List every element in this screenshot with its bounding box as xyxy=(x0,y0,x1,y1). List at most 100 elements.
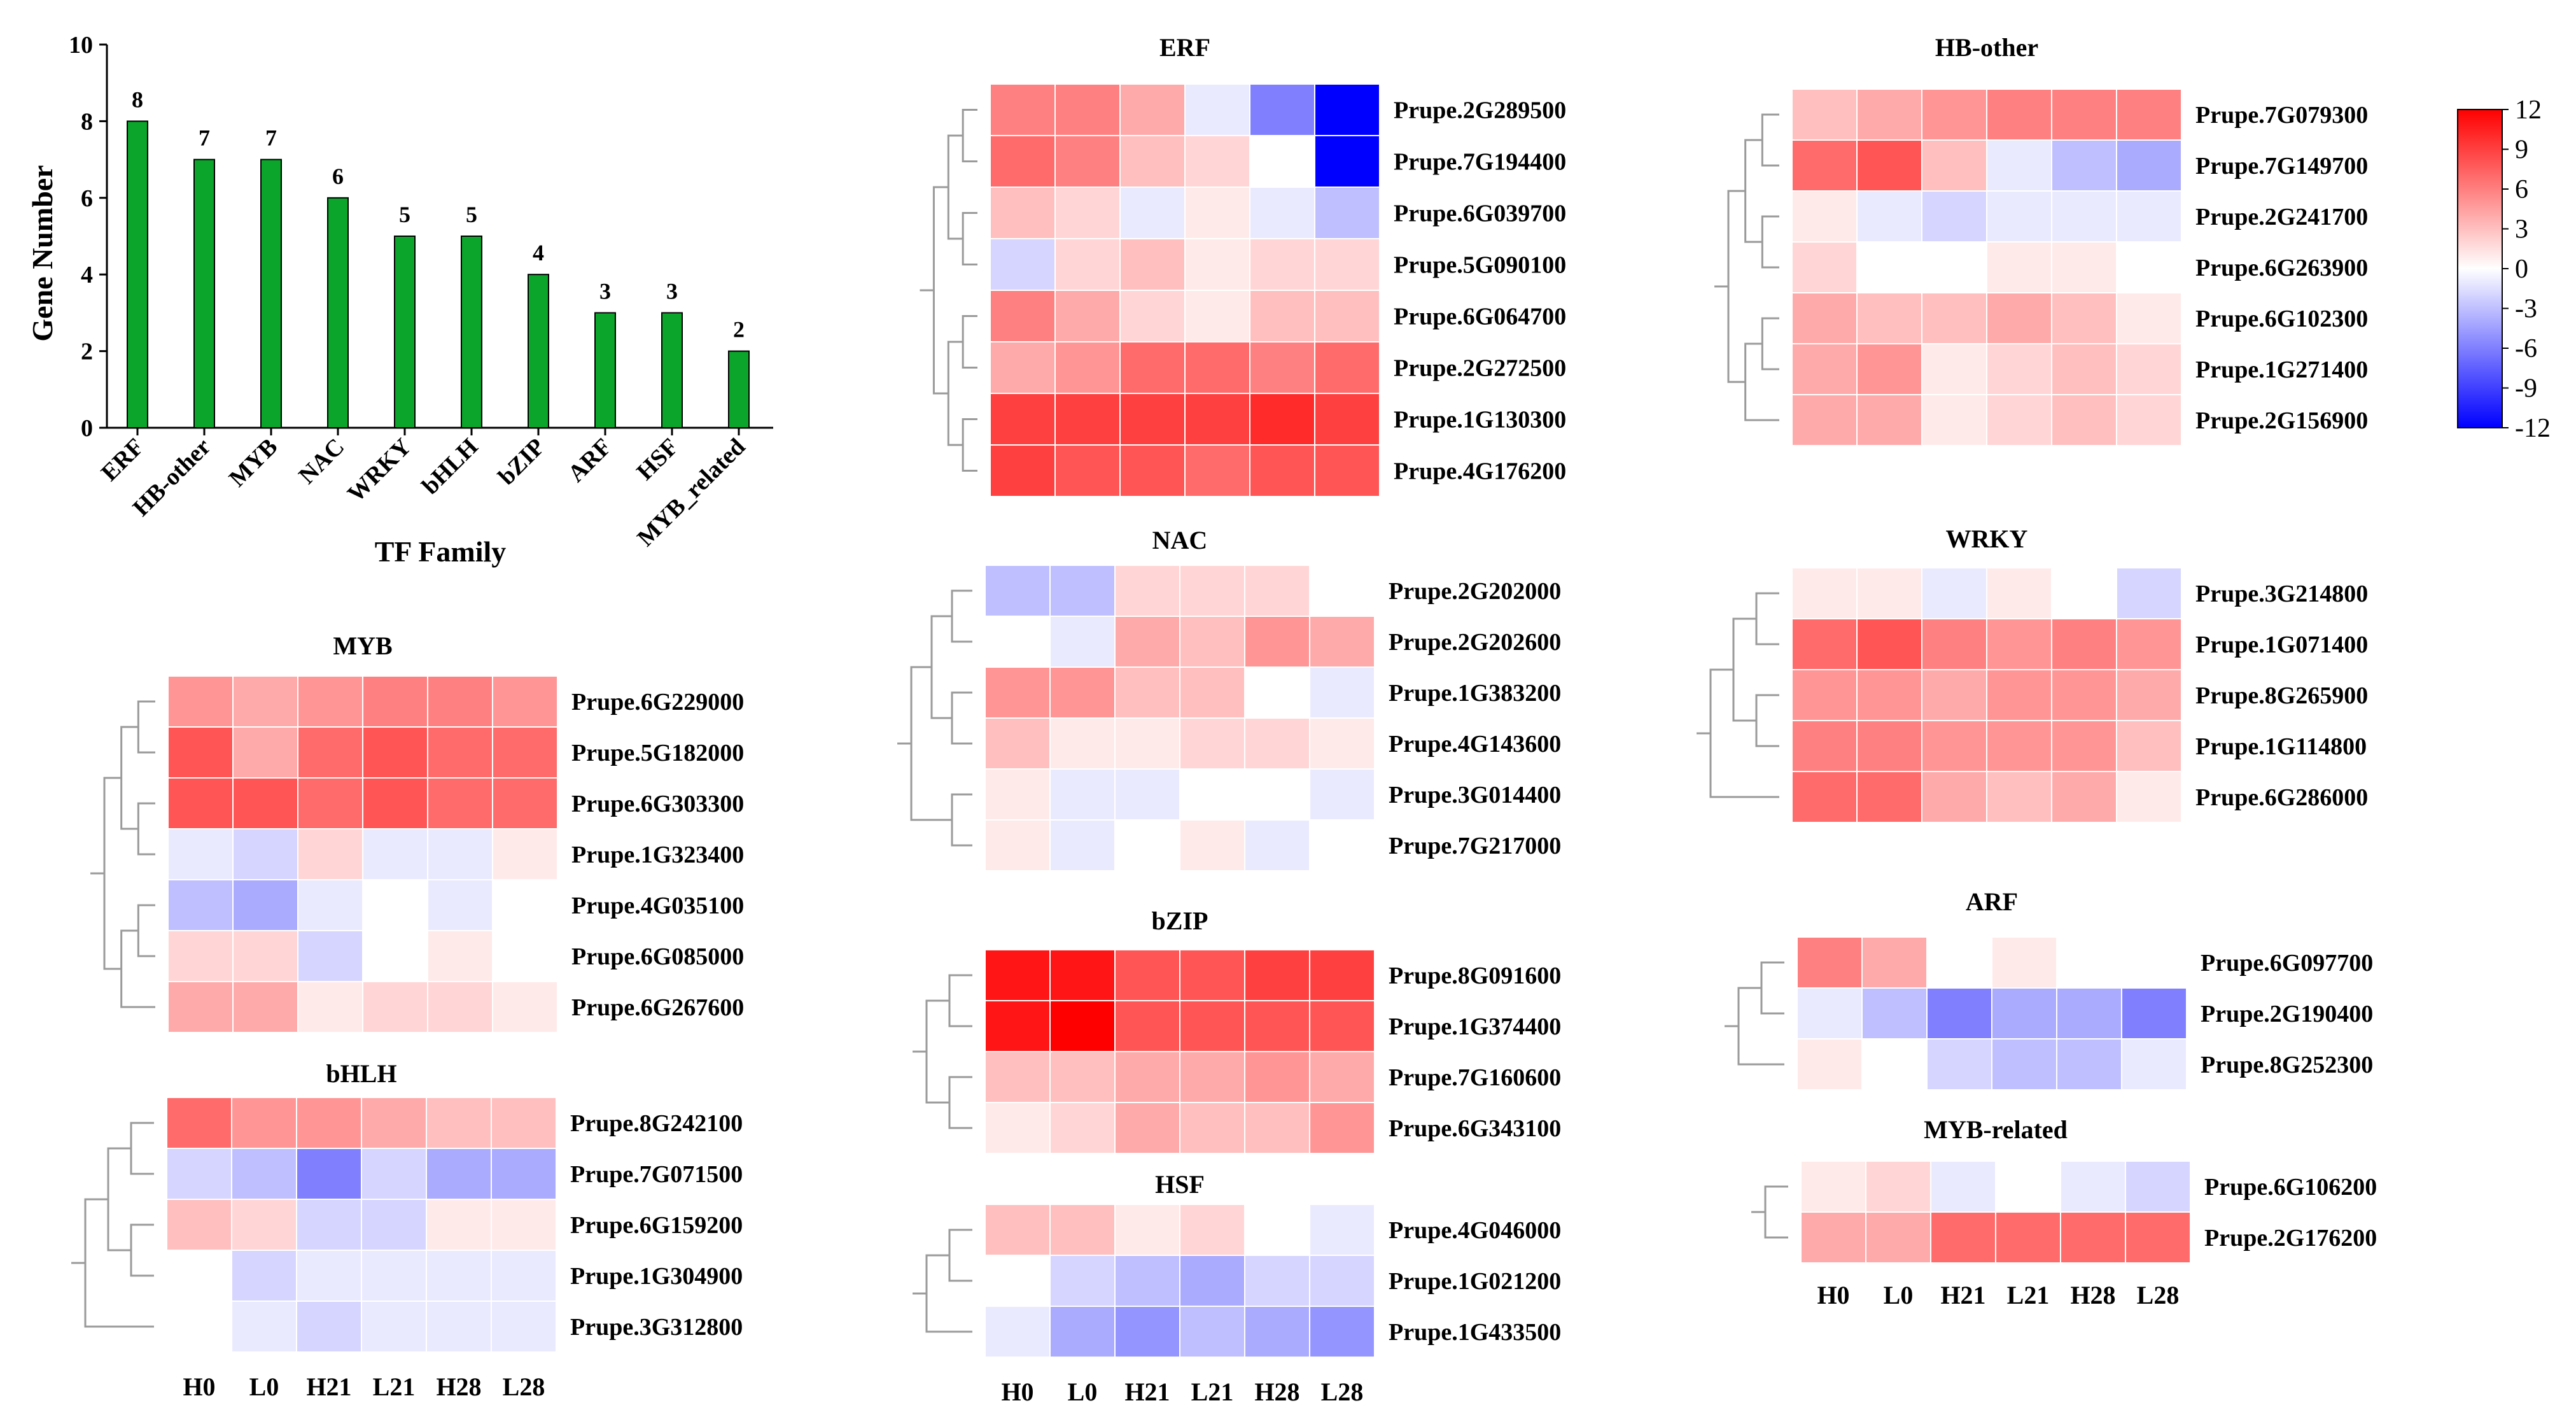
gene-label: Prupe.8G252300 xyxy=(2201,1052,2373,1078)
y-tick-label: 6 xyxy=(81,185,93,212)
heatmap-cell xyxy=(1309,616,1375,668)
heatmap-cell xyxy=(492,879,558,931)
dendrogram-branch xyxy=(1761,113,1779,167)
x-tick-label: ERF xyxy=(96,434,149,486)
heatmap-cell xyxy=(1791,292,1858,344)
dendrogram-branch xyxy=(962,109,977,162)
heatmap-cell xyxy=(1791,241,1858,293)
heatmap-cell xyxy=(231,1250,297,1302)
heatmap-cell xyxy=(2051,139,2117,192)
column-label: L21 xyxy=(2007,1281,2050,1309)
heatmap-cell xyxy=(232,879,298,931)
gene-label: Prupe.2G202000 xyxy=(1389,578,1561,605)
heatmap-cell xyxy=(296,1250,362,1302)
heatmap-cell xyxy=(1114,1204,1180,1256)
heatmap-cell xyxy=(167,675,234,728)
heatmap-cell xyxy=(1314,238,1380,291)
heatmap-cell xyxy=(1309,1204,1375,1256)
heatmap-cell xyxy=(2121,936,2187,989)
heatmap-cell xyxy=(1179,1102,1245,1154)
heatmap-cell xyxy=(362,777,428,829)
heatmap-cell xyxy=(1986,771,2052,823)
heatmap-cell xyxy=(2125,1160,2191,1213)
heatmap-cell xyxy=(1184,393,1250,446)
heatmap-cell xyxy=(1309,819,1375,871)
heatmap-cell xyxy=(1856,292,1922,344)
heatmap-cell xyxy=(232,675,298,728)
heatmap-cell xyxy=(1114,1255,1180,1307)
gene-label: Prupe.1G304900 xyxy=(570,1263,743,1290)
heatmap-cell xyxy=(984,717,1051,770)
heatmap-cell xyxy=(1791,139,1858,192)
heatmap-cell xyxy=(990,393,1056,446)
heatmap-cell xyxy=(1119,83,1186,136)
heatmap-cell xyxy=(1114,1102,1180,1154)
heatmap-cell xyxy=(1986,618,2052,670)
column-label: H28 xyxy=(2070,1281,2115,1309)
bar xyxy=(127,120,148,428)
heatmap-cell xyxy=(984,1102,1051,1154)
x-tick-label: bHLH xyxy=(417,434,483,500)
heatmap-hb-other: HB-other Prupe.7G079300 Prupe.7G149700 Prup… xyxy=(1714,33,2368,446)
heatmap-cell xyxy=(1244,768,1310,821)
heatmap-cell xyxy=(2051,88,2117,141)
heatmap-cell xyxy=(984,565,1051,617)
heatmap-cell xyxy=(1184,238,1250,291)
dendrogram-branch xyxy=(1744,342,1779,421)
heatmap-cell xyxy=(1049,666,1116,719)
heatmap-cell xyxy=(167,828,234,880)
heatmap-cell xyxy=(492,675,558,728)
heatmap-cell xyxy=(2051,567,2117,619)
heatmap-cell xyxy=(990,238,1056,291)
dendrogram-branch xyxy=(1755,592,1779,645)
gene-label: Prupe.5G182000 xyxy=(571,740,744,766)
heatmap-cell xyxy=(984,616,1051,668)
gene-label: Prupe.1G323400 xyxy=(571,842,744,868)
heatmap-cell xyxy=(1184,135,1250,188)
bar xyxy=(327,197,349,428)
heatmap-cell xyxy=(984,1000,1051,1052)
gene-label: Prupe.3G312800 xyxy=(570,1314,743,1341)
heatmap-cell xyxy=(2051,618,2117,670)
y-tick-label: 8 xyxy=(81,108,93,135)
heatmap-myb-related: MYB-related Prupe.6G106200 Prupe.2G176200 H… xyxy=(1751,1115,2377,1309)
heatmap-cell xyxy=(2116,292,2182,344)
heatmap-cell xyxy=(1921,771,1987,823)
heatmap-cell xyxy=(1054,135,1121,188)
color-bar-tick-label: 9 xyxy=(2515,136,2528,165)
heatmap-title: bHLH xyxy=(326,1059,396,1088)
heatmap-title: HB-other xyxy=(1935,33,2038,62)
column-label: H21 xyxy=(1940,1281,1985,1309)
heatmap-cell xyxy=(1921,292,1987,344)
heatmap-cell xyxy=(1114,565,1180,617)
heatmap-cell xyxy=(1114,616,1180,668)
heatmap-cell xyxy=(2116,771,2182,823)
heatmap-cell xyxy=(167,777,234,829)
heatmap-cell xyxy=(1865,1211,1931,1264)
heatmap-title: MYB xyxy=(333,631,392,660)
gene-label: Prupe.6G343100 xyxy=(1389,1115,1561,1142)
gene-label: Prupe.2G202600 xyxy=(1389,629,1561,656)
column-label: H0 xyxy=(1001,1378,1033,1406)
x-tick-label: ARF xyxy=(563,434,617,488)
heatmap-cell xyxy=(297,828,363,880)
dendrogram-branch xyxy=(962,212,977,265)
heatmap-cell xyxy=(1791,771,1858,823)
dendrogram-branch xyxy=(930,615,952,719)
heatmap-cell xyxy=(1049,616,1116,668)
heatmap-cell xyxy=(1249,444,1315,497)
heatmap-cell xyxy=(362,930,428,982)
heatmap-cell xyxy=(1995,1211,2061,1264)
dendrogram-branch xyxy=(951,589,972,643)
heatmap-cell xyxy=(426,1199,492,1251)
bar xyxy=(193,159,215,428)
heatmap-cell xyxy=(1309,717,1375,770)
heatmap-cell xyxy=(1861,1038,1928,1090)
heatmap-cell xyxy=(2116,88,2182,141)
bar xyxy=(461,236,482,428)
heatmap-cell xyxy=(990,290,1056,342)
dendrogram-branch xyxy=(948,1229,972,1282)
column-label: L21 xyxy=(373,1372,416,1401)
dendrogram-branch xyxy=(1761,317,1779,370)
heatmap-cell xyxy=(1991,936,2057,989)
